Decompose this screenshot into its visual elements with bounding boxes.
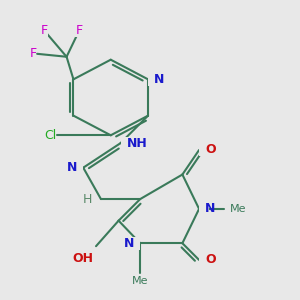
Text: Cl: Cl: [44, 129, 57, 142]
Text: N: N: [73, 161, 83, 174]
Text: O: O: [199, 143, 210, 157]
Text: F: F: [75, 24, 84, 37]
Text: F: F: [76, 24, 83, 37]
Text: F: F: [40, 24, 48, 37]
Text: Me: Me: [132, 276, 148, 286]
Text: OH: OH: [72, 252, 93, 265]
Text: F: F: [40, 24, 48, 37]
Text: F: F: [30, 47, 37, 60]
Text: N: N: [130, 237, 140, 250]
Text: N: N: [205, 202, 215, 215]
Text: N: N: [124, 237, 134, 250]
Text: NH: NH: [126, 136, 147, 150]
Text: N: N: [67, 161, 77, 174]
Text: N: N: [148, 73, 158, 86]
Text: N: N: [154, 73, 164, 86]
Text: O: O: [199, 254, 210, 266]
Text: N: N: [199, 202, 209, 215]
Text: Me: Me: [230, 204, 246, 214]
Text: O: O: [205, 254, 216, 266]
Text: O: O: [205, 143, 216, 157]
Text: NH: NH: [121, 136, 141, 150]
Text: H: H: [83, 193, 92, 206]
